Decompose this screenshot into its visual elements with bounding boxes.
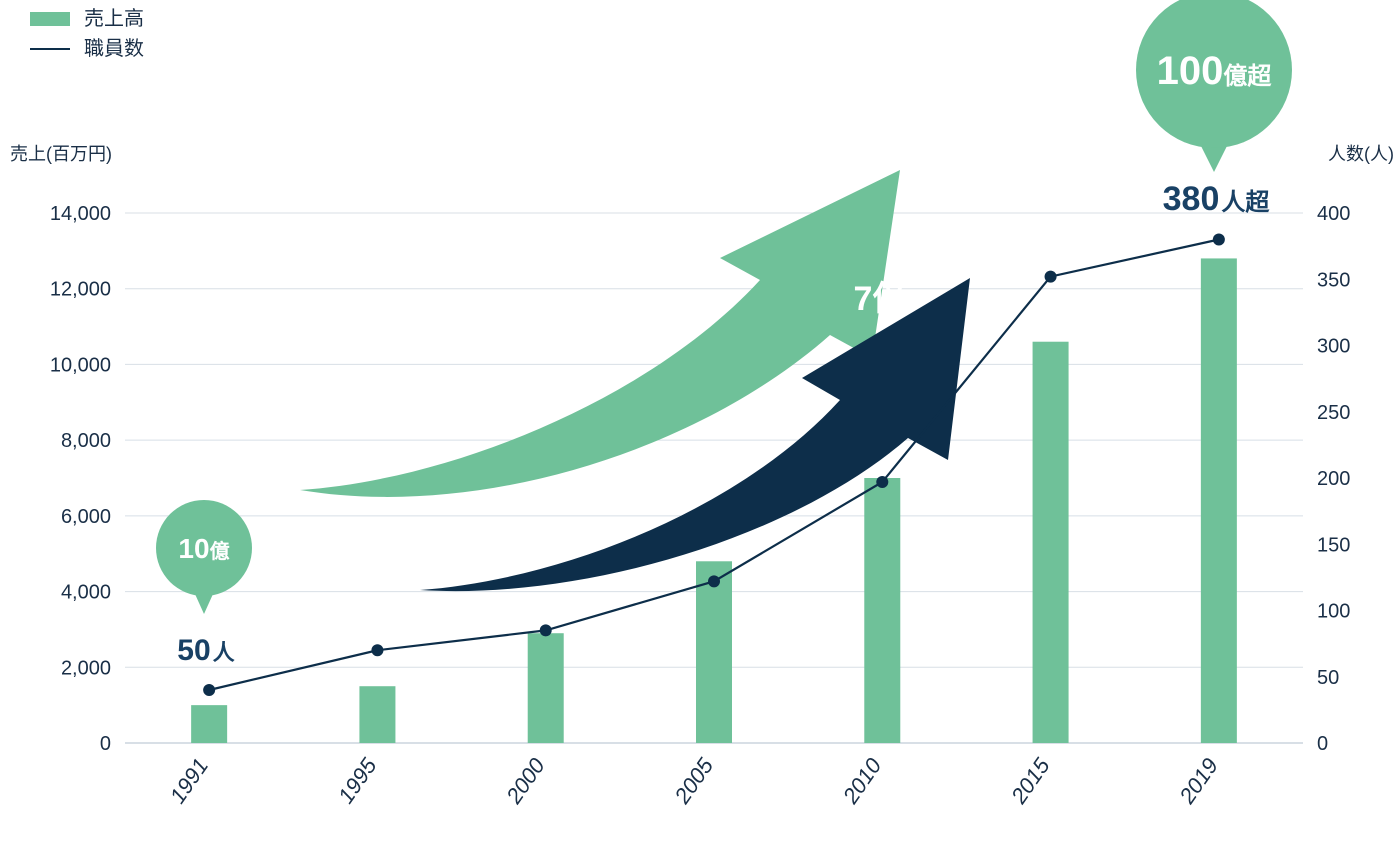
bar [359,686,395,743]
staff-line-marker [371,644,383,656]
left-tick-label: 14,000 [50,203,111,225]
right-tick-label: 0 [1317,733,1328,755]
right-tick-label: 100 [1317,601,1350,623]
x-tick-label: 2015 [1006,753,1056,809]
staff-line-marker [876,476,888,488]
staff-line-marker [540,624,552,636]
right-axis-title: 人数(人) [1328,144,1394,164]
legend: 売上高職員数 [30,7,144,60]
left-tick-label: 0 [100,733,111,755]
dark-arrow-label: 7倍 [854,280,907,318]
bar [528,633,564,743]
right-tick-label: 150 [1317,534,1350,556]
left-tick-label: 8,000 [61,430,111,452]
bar [1201,258,1237,743]
staff-line-marker [1213,234,1225,246]
end-staff: 380人超 [1163,180,1271,218]
legend-label: 売上高 [84,7,144,30]
staff-line-marker [1045,271,1057,283]
start-staff: 50人 [177,634,234,667]
end-sales-pointer [1201,146,1227,172]
legend-swatch-bar [30,12,70,26]
x-tick-label: 1991 [165,754,214,808]
left-tick-label: 2,000 [61,657,111,679]
staff-line-marker [708,575,720,587]
right-tick-label: 250 [1317,402,1350,424]
right-tick-label: 50 [1317,667,1339,689]
right-tick-label: 300 [1317,336,1350,358]
bar [864,478,900,743]
x-tick-label: 2000 [501,753,551,809]
left-tick-label: 10,000 [50,354,111,376]
green-arrow-label: 10倍 [772,152,848,193]
x-tick-label: 2019 [1174,754,1223,809]
bar [1033,342,1069,743]
right-tick-label: 400 [1317,203,1350,225]
left-tick-label: 4,000 [61,582,111,604]
start-sales-pointer [195,594,213,614]
right-tick-label: 200 [1317,468,1350,490]
left-tick-label: 6,000 [61,506,111,528]
left-axis-title: 売上(百万円) [10,144,112,164]
x-axis: 1991 1995 2000 2005 2010 2015 2019 [165,753,1223,809]
x-tick-label: 2010 [837,753,887,809]
chart-root: 0 2,000 4,000 6,000 8,000 10,000 12,000 14,000 0… [0,0,1398,846]
left-tick-label: 12,000 [50,279,111,301]
bar [696,561,732,743]
bar [191,705,227,743]
x-tick-label: 1995 [333,753,382,808]
staff-line-marker [203,684,215,696]
x-tick-label: 2005 [669,753,719,809]
legend-label: 職員数 [84,37,144,60]
right-tick-label: 350 [1317,269,1350,291]
